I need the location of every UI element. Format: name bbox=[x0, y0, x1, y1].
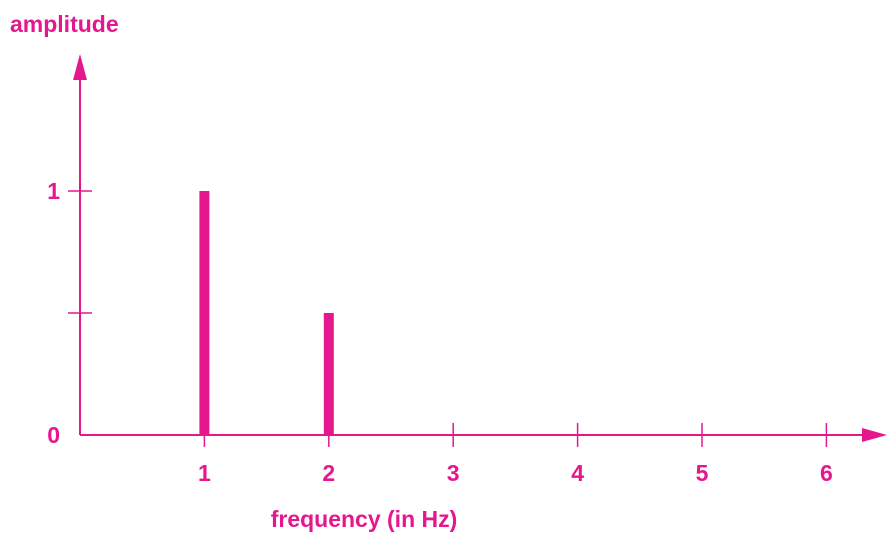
bar-1hz bbox=[199, 191, 210, 435]
x-axis-label: frequency (in Hz) bbox=[271, 506, 458, 532]
x-tick-label-5: 5 bbox=[696, 460, 709, 486]
tick-labels: 1 2 3 4 5 6 0 1 bbox=[47, 178, 833, 486]
x-tick-label-3: 3 bbox=[447, 460, 460, 486]
x-tick-label-4: 4 bbox=[571, 460, 584, 486]
y-axis-arrowhead bbox=[73, 54, 87, 80]
x-axis-arrowhead bbox=[862, 428, 887, 442]
y-tick-label-1: 1 bbox=[47, 178, 60, 204]
x-tick-label-1: 1 bbox=[198, 460, 211, 486]
x-tick-label-6: 6 bbox=[820, 460, 833, 486]
y-axis-label: amplitude bbox=[10, 11, 119, 37]
spectrum-bars bbox=[199, 191, 334, 435]
tick-marks bbox=[68, 190, 828, 447]
y-tick-label-0: 0 bbox=[47, 422, 60, 448]
x-tick-label-2: 2 bbox=[322, 460, 335, 486]
axes bbox=[73, 54, 887, 442]
bar-2hz bbox=[323, 313, 334, 435]
